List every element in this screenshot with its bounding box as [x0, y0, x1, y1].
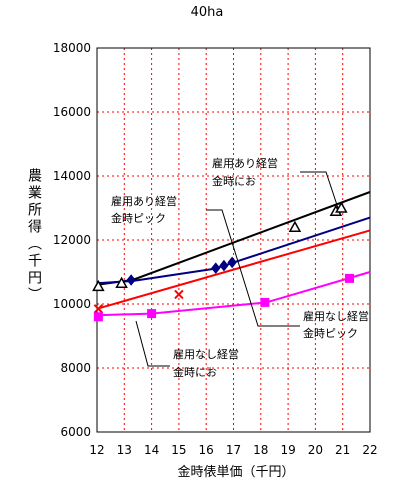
x-tick-label: 20	[308, 443, 323, 457]
series-markers	[92, 201, 355, 322]
x-tick-label: 16	[199, 443, 214, 457]
data-point	[92, 279, 105, 292]
x-tick-label: 21	[335, 443, 350, 457]
data-point	[335, 201, 348, 213]
y-tick-label: 12000	[53, 233, 91, 247]
plot-frame	[96, 47, 371, 433]
tick-labels: 12 13 14 15 16 17 18 19 20 21 22 6000 8000 10000 12000…	[53, 41, 378, 457]
annotation-line: 雇用あり経営	[111, 194, 177, 208]
x-tick-label: 17	[226, 443, 241, 457]
annotation-line: 雇用なし経営	[303, 309, 369, 323]
data-point	[93, 312, 103, 322]
data-point	[219, 259, 229, 272]
grid	[97, 47, 371, 432]
series-line	[96, 271, 371, 317]
y-tick-label: 6000	[60, 425, 91, 439]
annotation-line: 雇用なし経営	[173, 347, 239, 361]
x-tick-label: 19	[280, 443, 295, 457]
y-tick-label: 18000	[53, 41, 91, 55]
data-point	[174, 289, 184, 300]
annotation-koyou-ari-pick: 雇用あり経営 金時ピック	[111, 194, 177, 225]
data-point-stroke	[93, 304, 104, 314]
x-tick-label: 13	[117, 443, 132, 457]
annotation-leader	[206, 209, 300, 327]
annotation-koyou-nashi-pick: 雇用なし経営 金時ピック	[303, 309, 369, 340]
annotation-line: 金時にお	[212, 174, 256, 188]
annotation-koyou-ari-nio: 雇用あり経営 金時にお	[212, 156, 278, 188]
series-line	[96, 216, 371, 285]
x-tick-label: 12	[89, 443, 104, 457]
annotation-leader	[135, 320, 170, 367]
annotation-koyou-nashi-nio: 雇用なし経営 金時にお	[173, 347, 239, 379]
chart-title: 40ha	[191, 5, 224, 20]
y-tick-label: 8000	[60, 361, 91, 375]
data-point	[115, 276, 128, 288]
y-axis-label: 農業所得（千円）	[26, 168, 42, 304]
axes	[96, 47, 371, 433]
x-axis-label: 金時俵単価（千円）	[177, 464, 294, 480]
data-point	[93, 304, 104, 314]
data-point	[260, 297, 270, 307]
data-point	[288, 220, 302, 232]
x-tick-label: 14	[144, 443, 159, 457]
y-tick-label: 10000	[53, 297, 91, 311]
data-point	[211, 262, 221, 274]
y-tick-label: 14000	[53, 169, 91, 183]
data-point	[345, 273, 355, 283]
annotation-line: 金時ピック	[111, 211, 166, 225]
series-line	[96, 229, 371, 310]
annotation-line: 金時ピック	[303, 326, 358, 340]
annotation-leaders	[135, 171, 339, 367]
data-point	[126, 274, 136, 286]
x-tick-label: 18	[253, 443, 268, 457]
x-tick-label: 22	[362, 443, 377, 457]
data-point	[227, 256, 237, 269]
annotation-line: 雇用あり経営	[212, 156, 278, 170]
y-tick-label: 16000	[53, 105, 91, 119]
annotation-line: 金時にお	[173, 365, 217, 379]
annotation-leader	[300, 171, 339, 209]
x-tick-label: 15	[171, 443, 186, 457]
data-point-stroke	[174, 289, 184, 300]
data-point	[147, 309, 157, 319]
